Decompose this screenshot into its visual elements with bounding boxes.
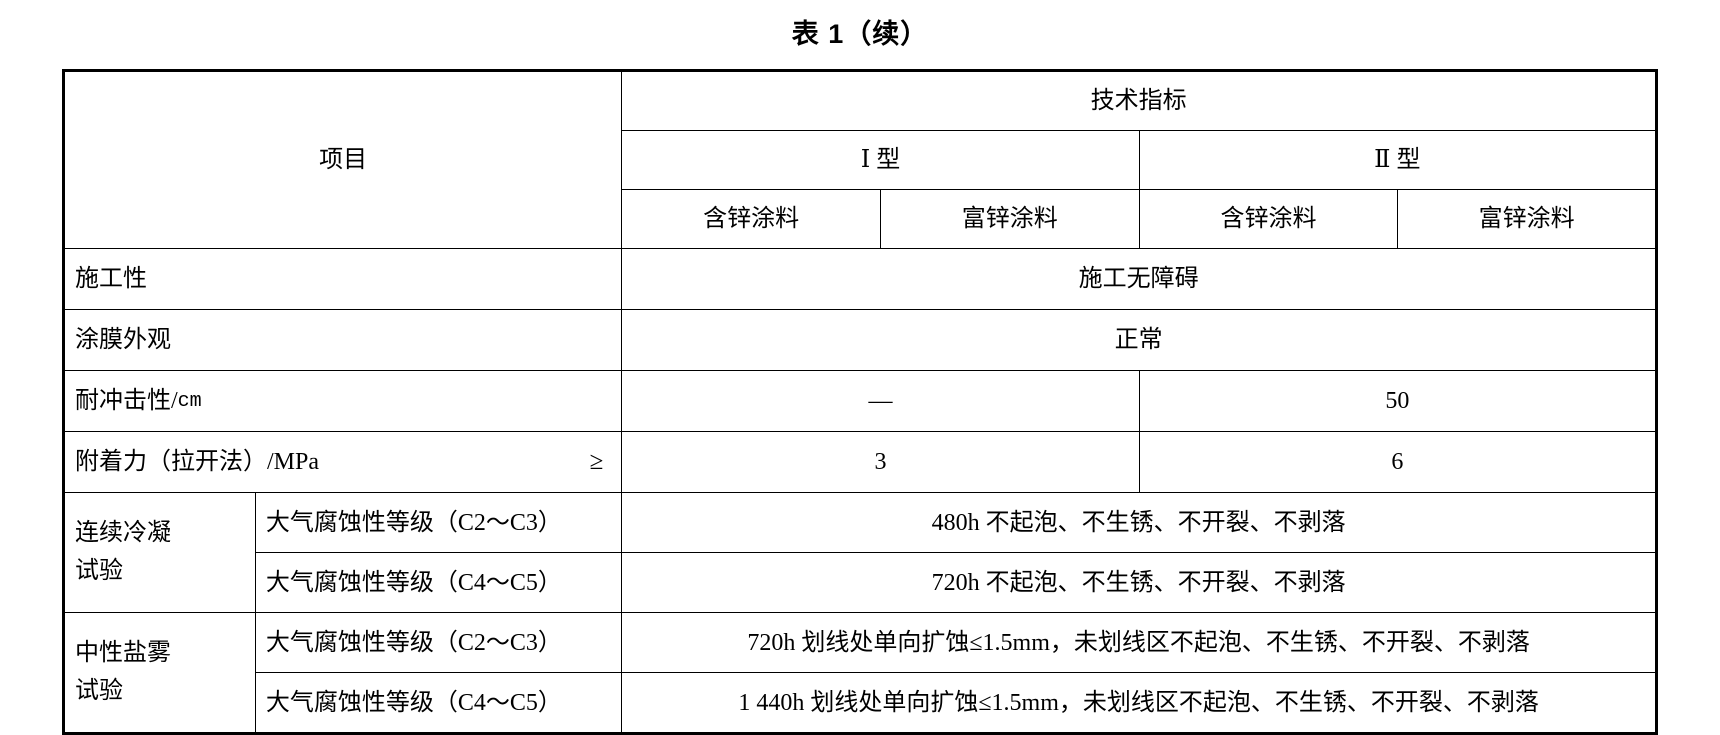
row-subitem-label: 大气腐蚀性等级（C4～C5） bbox=[265, 569, 562, 596]
table-row: 连续冷凝 试验 大气腐蚀性等级（C2～C3） 480h 不起泡、不生锈、不开裂、… bbox=[63, 492, 1657, 613]
table-row: 施工性 施工无障碍 bbox=[62, 248, 1657, 310]
table-row: 中性盐雾 试验 大气腐蚀性等级（C2～C3） 720h 划线处单向扩蚀≤1.5m… bbox=[63, 612, 1657, 734]
table-row: 涂膜外观 正常 bbox=[62, 309, 1657, 371]
row-name-container: 附着力（拉开法）/MPa ≥ bbox=[65, 432, 621, 492]
row-name-label: 附着力（拉开法）/MPa bbox=[75, 449, 320, 475]
row-value-cell: 720h 划线处单向扩蚀≤1.5mm，未划线区不起泡、不生锈、不开裂、不剥落 bbox=[621, 612, 1657, 673]
row-value-cell-type2: 50 bbox=[1138, 370, 1658, 432]
row-subitem-label: 大气腐蚀性等级（C4～C5） bbox=[265, 689, 562, 716]
row-name-cell: 涂膜外观 bbox=[62, 309, 623, 371]
row-value-cell-type1: 3 bbox=[621, 431, 1140, 493]
row-group-line-1: 连续冷凝 bbox=[75, 520, 171, 547]
row-value-cell-type1: — bbox=[621, 370, 1140, 432]
row-value-cell: 1 440h 划线处单向扩蚀≤1.5mm，未划线区不起泡、不生锈、不开裂、不剥落 bbox=[621, 672, 1657, 734]
table-row: 大气腐蚀性等级（C4～C5） 720h 不起泡、不生锈、不开裂、不剥落 bbox=[64, 552, 1657, 613]
row-value-label: 720h 划线处单向扩蚀≤1.5mm，未划线区不起泡、不生锈、不开裂、不剥落 bbox=[747, 629, 1530, 656]
row-value-label: 施工无障碍 bbox=[1078, 266, 1199, 292]
row-group-line-2: 试验 bbox=[75, 677, 123, 704]
header-cell-sub-3: 含锌涂料 bbox=[1138, 189, 1399, 249]
row-name-label: 涂膜外观 bbox=[75, 327, 171, 353]
header-cell-sub-1: 含锌涂料 bbox=[621, 189, 881, 249]
row-group-label: 连续冷凝 试验 bbox=[65, 515, 255, 589]
row-value-cell-type2: 6 bbox=[1138, 431, 1658, 493]
header-sub-2-label: 富锌涂料 bbox=[961, 206, 1058, 232]
header-item-label: 项目 bbox=[319, 147, 368, 173]
header-cell-type-2: Ⅱ 型 bbox=[1138, 130, 1658, 190]
row-value-cell: 720h 不起泡、不生锈、不开裂、不剥落 bbox=[621, 552, 1657, 613]
row-value-cell: 480h 不起泡、不生锈、不开裂、不剥落 bbox=[621, 492, 1657, 553]
header-sub-1-label: 含锌涂料 bbox=[703, 206, 800, 232]
row-name-cell: 耐冲击性/cm bbox=[62, 370, 623, 432]
header-cell-spec-group: 技术指标 bbox=[621, 70, 1657, 131]
row-value-cell: 正常 bbox=[621, 309, 1657, 371]
header-cell-sub-2: 富锌涂料 bbox=[879, 189, 1140, 249]
greater-equal-symbol: ≥ bbox=[589, 448, 604, 476]
table-row: 附着力（拉开法）/MPa ≥ 3 6 bbox=[62, 431, 1658, 493]
header-cell-sub-4: 富锌涂料 bbox=[1397, 189, 1657, 249]
row-group-cell-saltspray: 中性盐雾 试验 bbox=[63, 612, 256, 734]
row-value-label: — bbox=[868, 388, 893, 414]
row-name-container: 耐冲击性/cm bbox=[65, 371, 621, 431]
row-value-cell: 施工无障碍 bbox=[621, 248, 1657, 310]
row-subitem-cell: 大气腐蚀性等级（C2～C3） bbox=[254, 612, 623, 673]
row-value-label: 480h 不起泡、不生锈、不开裂、不剥落 bbox=[931, 509, 1346, 536]
header-sub-4-label: 富锌涂料 bbox=[1478, 206, 1575, 232]
row-name-label: 耐冲击性/ bbox=[75, 388, 178, 414]
row-group-cell-condensation: 连续冷凝 试验 bbox=[63, 492, 256, 613]
header-type-1-label: Ⅰ 型 bbox=[860, 147, 901, 173]
table-title: 表 1（续） bbox=[791, 19, 929, 49]
row-name-cell: 施工性 bbox=[62, 248, 623, 310]
row-value-label: 3 bbox=[874, 449, 887, 475]
row-subitem-cell: 大气腐蚀性等级（C4～C5） bbox=[254, 552, 623, 613]
row-name-cell: 附着力（拉开法）/MPa ≥ bbox=[62, 431, 623, 493]
row-subitem-cell: 大气腐蚀性等级（C2～C3） bbox=[254, 492, 623, 553]
table-row: 大气腐蚀性等级（C4～C5） 1 440h 划线处单向扩蚀≤1.5mm，未划线区… bbox=[64, 672, 1657, 734]
row-value-label: 720h 不起泡、不生锈、不开裂、不剥落 bbox=[931, 569, 1346, 596]
header-type-2-label: Ⅱ 型 bbox=[1374, 147, 1421, 173]
row-value-label: 6 bbox=[1391, 449, 1404, 475]
row-group-label: 中性盐雾 试验 bbox=[65, 635, 255, 709]
row-group-line-2: 试验 bbox=[75, 557, 123, 584]
specification-table: 项目 技术指标 Ⅰ 型 Ⅱ 型 bbox=[62, 69, 1658, 735]
row-value-label: 50 bbox=[1385, 388, 1410, 414]
table-header-row-2: Ⅰ 型 Ⅱ 型 bbox=[64, 130, 1658, 190]
row-subitem-label: 大气腐蚀性等级（C2～C3） bbox=[265, 509, 562, 536]
header-cell-item: 项目 bbox=[62, 70, 623, 249]
table-header-row-1: 项目 技术指标 bbox=[62, 70, 1657, 249]
header-sub-3-label: 含锌涂料 bbox=[1220, 206, 1317, 232]
row-value-label: 1 440h 划线处单向扩蚀≤1.5mm，未划线区不起泡、不生锈、不开裂、不剥落 bbox=[738, 689, 1539, 716]
row-group-line-1: 中性盐雾 bbox=[75, 640, 171, 667]
row-value-label: 正常 bbox=[1114, 327, 1163, 353]
row-name-unit: cm bbox=[177, 389, 202, 413]
table-container: 项目 技术指标 Ⅰ 型 Ⅱ 型 bbox=[0, 69, 1720, 735]
document-page: 表 1（续） 项目 技术指标 bbox=[62, 19, 1658, 735]
header-cell-type-1: Ⅰ 型 bbox=[621, 130, 1140, 190]
header-spec-group-label: 技术指标 bbox=[1090, 88, 1187, 114]
row-name-label: 施工性 bbox=[75, 266, 147, 292]
row-subitem-label: 大气腐蚀性等级（C2～C3） bbox=[265, 629, 562, 656]
row-subitem-cell: 大气腐蚀性等级（C4～C5） bbox=[254, 672, 623, 734]
table-row: 耐冲击性/cm — 50 bbox=[62, 370, 1658, 432]
